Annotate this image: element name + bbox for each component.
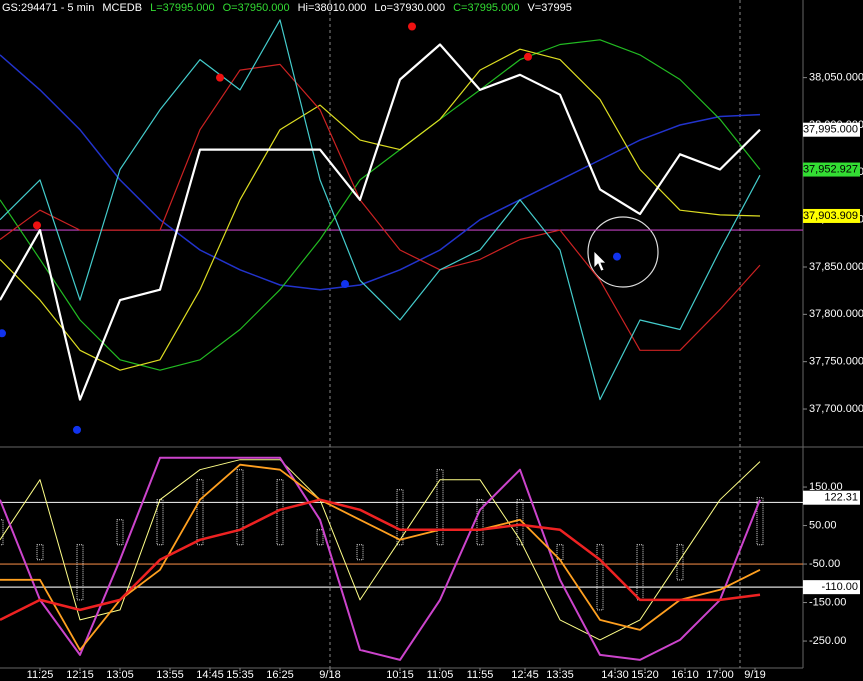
series-line bbox=[0, 19, 761, 401]
histogram-bar bbox=[0, 519, 4, 546]
y-tick-label: 37,750.000 bbox=[809, 356, 863, 368]
x-tick-label: 16:10 bbox=[671, 669, 699, 681]
header-item: O=37950.000 bbox=[223, 2, 290, 14]
histogram-bar bbox=[236, 469, 244, 546]
x-tick-label: 11:05 bbox=[427, 669, 454, 681]
series-line bbox=[0, 63, 761, 351]
series-line bbox=[0, 43, 761, 401]
signal-dot bbox=[33, 221, 41, 230]
y-tick-label: 37,700.000 bbox=[809, 403, 863, 415]
y-tick-label: 38,050.000 bbox=[809, 72, 863, 84]
series-line bbox=[0, 39, 761, 371]
x-tick-label: 13:05 bbox=[106, 669, 134, 681]
y-tick-label: -150.00 bbox=[809, 596, 846, 608]
histogram-bar bbox=[76, 544, 84, 601]
series-line bbox=[0, 456, 761, 661]
signal-dot bbox=[524, 52, 532, 61]
highlight-circle bbox=[587, 216, 659, 288]
header: GS:294471 - 5 min MCEDB L=37995.000 O=37950… bbox=[2, 2, 572, 14]
y-tick-label: -50.00 bbox=[809, 558, 840, 570]
x-tick-label: 11:25 bbox=[27, 669, 54, 681]
signal-dot bbox=[216, 73, 224, 82]
header-item: GS:294471 - 5 min bbox=[2, 2, 94, 14]
x-tick-label: 14:30 bbox=[601, 669, 629, 681]
series-line bbox=[0, 48, 761, 371]
x-tick-label: 17:00 bbox=[706, 669, 734, 681]
price-tag bbox=[803, 490, 860, 505]
signal-dot bbox=[408, 22, 416, 31]
x-tick-label: 9/18 bbox=[319, 669, 340, 681]
y-tick-label: 37,800.000 bbox=[809, 308, 863, 320]
series-line bbox=[0, 498, 761, 622]
histogram-bar bbox=[436, 469, 444, 546]
x-tick-label: 14:45 bbox=[196, 669, 224, 681]
price-tag-label: 122.31 bbox=[824, 492, 858, 504]
y-tick-label: 150.00 bbox=[809, 481, 843, 493]
x-tick-label: 13:55 bbox=[156, 669, 184, 681]
x-tick-label: 9/19 bbox=[744, 669, 765, 681]
y-tick-label: 50.00 bbox=[809, 519, 837, 531]
x-tick-label: 12:15 bbox=[66, 669, 94, 681]
signal-dot bbox=[73, 425, 81, 434]
signal-dot bbox=[613, 252, 621, 261]
cursor bbox=[593, 250, 607, 272]
histogram-bar bbox=[316, 529, 324, 546]
histogram-bar bbox=[196, 479, 204, 546]
histogram-bar bbox=[396, 489, 404, 546]
x-tick-label: 11:55 bbox=[467, 669, 494, 681]
price-tag bbox=[803, 122, 860, 137]
price-tag bbox=[803, 208, 860, 223]
histogram-bar bbox=[36, 544, 44, 561]
y-tick-label: -250.00 bbox=[809, 635, 846, 647]
header-item: L=37995.000 bbox=[150, 2, 215, 14]
header-item: C=37995.000 bbox=[453, 2, 519, 14]
histogram-bar bbox=[676, 544, 684, 581]
header-item: V=37995 bbox=[527, 2, 571, 14]
header-item: MCEDB bbox=[102, 2, 142, 14]
y-tick-label: 37,850.000 bbox=[809, 261, 863, 273]
price-tag-label: 37,952.927 bbox=[803, 163, 858, 175]
histogram-bar bbox=[276, 479, 284, 546]
price-tag bbox=[803, 580, 860, 595]
header-item: Hi=38010.000 bbox=[298, 2, 367, 14]
signal-dot bbox=[341, 280, 349, 289]
histogram-bar bbox=[756, 497, 764, 546]
x-tick-label: 10:15 bbox=[386, 669, 414, 681]
x-tick-label: 13:35 bbox=[546, 669, 574, 681]
histogram-bar bbox=[476, 499, 484, 546]
histogram-bar bbox=[356, 544, 364, 561]
x-tick-label: 16:25 bbox=[266, 669, 294, 681]
histogram-bar bbox=[596, 544, 604, 611]
x-tick-label: 15:35 bbox=[226, 669, 254, 681]
price-tag bbox=[803, 162, 860, 177]
x-tick-label: 12:45 bbox=[511, 669, 539, 681]
histogram-bar bbox=[116, 519, 124, 546]
header-item: Lo=37930.000 bbox=[374, 2, 445, 14]
price-tag-label: 37,995.000 bbox=[803, 124, 858, 136]
signal-dot bbox=[0, 329, 6, 338]
price-tag-label: 37,903.909 bbox=[803, 210, 858, 222]
series-line bbox=[0, 54, 761, 291]
x-tick-label: 15:20 bbox=[631, 669, 659, 681]
price-tag-label: -110.00 bbox=[822, 581, 859, 593]
